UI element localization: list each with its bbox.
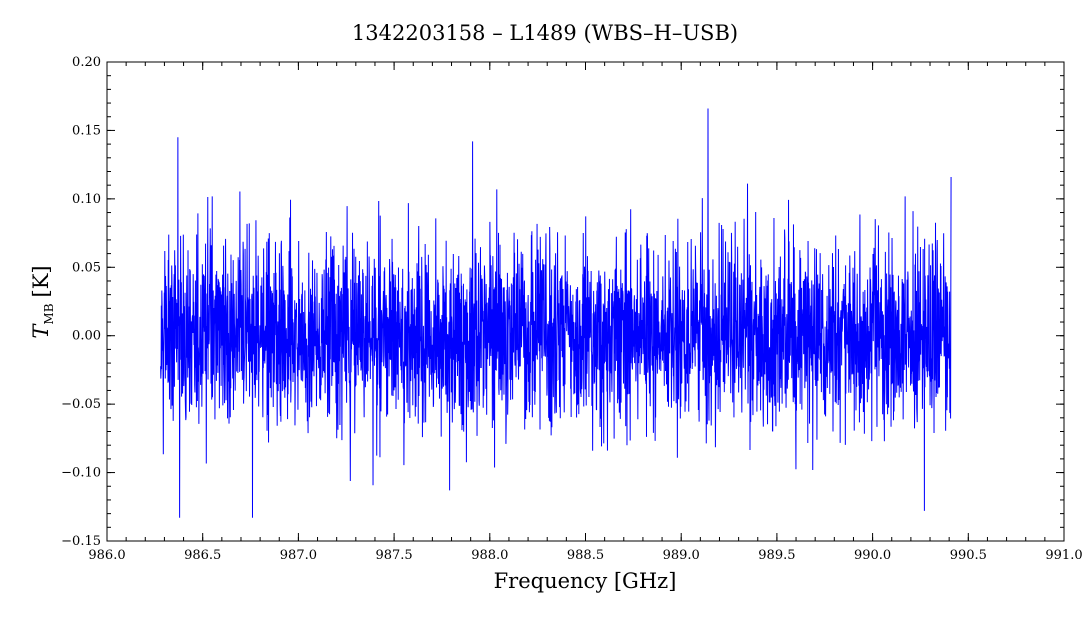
x-tick-label: 990.5	[950, 548, 987, 563]
y-axis-label-unit: [K]	[29, 265, 53, 297]
y-tick-label: 0.05	[72, 260, 101, 275]
y-axis-label-sub: MB	[42, 303, 56, 324]
y-tick-label: −0.10	[61, 466, 101, 481]
x-tick-label: 991.0	[1045, 548, 1082, 563]
svg-text:TMB[K]: TMB [K]	[29, 265, 56, 338]
y-tick-label: 0.20	[72, 55, 101, 70]
y-axis-label: TMB [K]	[29, 265, 56, 338]
x-tick-label: 988.0	[471, 548, 508, 563]
y-tick-label: 0.15	[72, 123, 101, 138]
x-axis: 986.0 986.5 987.0 987.5 988.0 988.5 989.0 989.5…	[88, 62, 1083, 563]
x-tick-label: 989.5	[758, 548, 795, 563]
y-axis: −0.15 −0.10 −0.05 0.00 0.05 0.10 0.15 0.20	[61, 55, 1064, 549]
x-tick-label: 990.0	[854, 548, 891, 563]
x-tick-label: 986.5	[184, 548, 221, 563]
x-tick-label: 987.5	[375, 548, 412, 563]
y-tick-label: 0.10	[72, 192, 101, 207]
x-tick-label: 986.0	[88, 548, 125, 563]
x-tick-label: 989.0	[663, 548, 700, 563]
y-tick-label: −0.15	[61, 534, 101, 549]
spectrum-line	[160, 108, 952, 518]
chart-title: 1342203158 – L1489 (WBS–H–USB)	[352, 21, 738, 45]
y-tick-label: 0.00	[72, 329, 101, 344]
x-tick-label: 988.5	[567, 548, 604, 563]
x-tick-label: 987.0	[280, 548, 317, 563]
y-tick-label: −0.05	[61, 397, 101, 412]
y-axis-label-main: T	[29, 323, 53, 339]
x-axis-label: Frequency [GHz]	[494, 569, 677, 593]
spectrum-series	[160, 108, 952, 518]
